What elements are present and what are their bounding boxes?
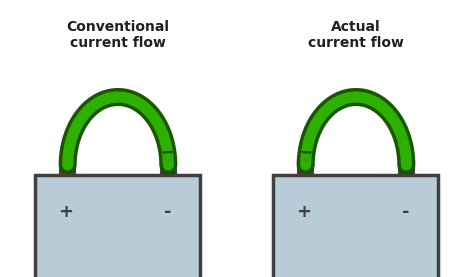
Text: +: + xyxy=(296,203,310,221)
Text: +: + xyxy=(58,203,73,221)
Bar xyxy=(298,165,313,175)
Text: -: - xyxy=(402,203,409,221)
Text: Actual
current flow: Actual current flow xyxy=(308,20,404,50)
Bar xyxy=(161,165,176,175)
Bar xyxy=(273,175,438,277)
Bar xyxy=(36,175,201,277)
Text: -: - xyxy=(164,203,171,221)
Text: Conventional
current flow: Conventional current flow xyxy=(66,20,170,50)
Bar xyxy=(399,165,414,175)
Bar xyxy=(60,165,75,175)
